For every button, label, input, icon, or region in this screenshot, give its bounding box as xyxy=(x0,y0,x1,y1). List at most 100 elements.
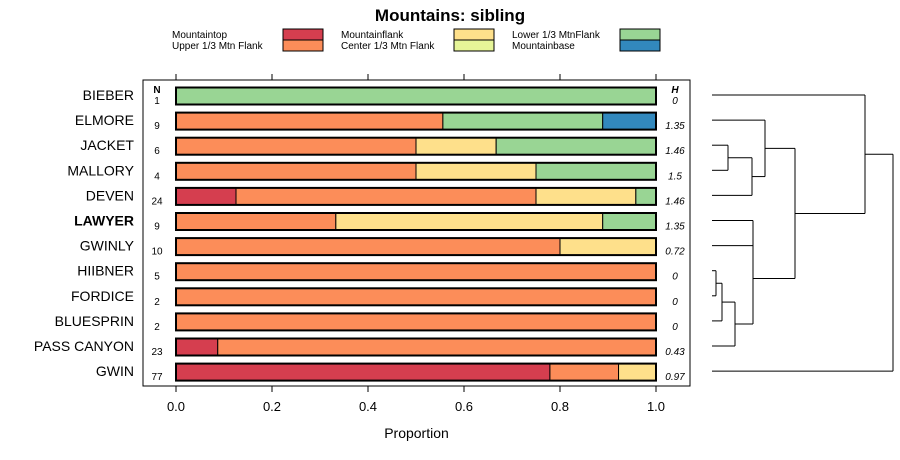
legend-swatch xyxy=(453,28,495,41)
h-labels: 0 1.35 1.46 1.5 1.46 1.35 0.72 0 0 0 0.43 0.97 xyxy=(665,96,685,383)
row-label: LAWYER xyxy=(74,213,134,229)
h-value: 0.43 xyxy=(665,347,685,358)
bar-outline xyxy=(175,237,657,257)
h-value: 1.46 xyxy=(665,196,685,207)
bar-segment xyxy=(175,237,561,256)
bar-segment xyxy=(175,112,444,131)
n-value: 6 xyxy=(154,146,160,157)
bar-segment xyxy=(415,162,537,181)
x-tick-label: 0.8 xyxy=(551,399,569,414)
x-tick-label: 1.0 xyxy=(647,399,665,414)
n-value: 10 xyxy=(151,247,163,258)
bar-segment xyxy=(495,137,657,156)
bar-outline xyxy=(175,312,657,332)
bar-segment xyxy=(175,338,219,356)
row-label: ELMORE xyxy=(75,112,134,128)
x-axis: 0.0 0.2 0.4 0.6 0.8 1.0 xyxy=(167,74,665,414)
x-tick-label: 0.2 xyxy=(263,399,281,414)
n-value: 4 xyxy=(154,171,160,182)
row-label: HIIBNER xyxy=(77,263,134,279)
h-value: 0.72 xyxy=(665,247,685,258)
bar-segment xyxy=(415,137,497,156)
h-value: 1.35 xyxy=(665,222,685,233)
h-value: 0 xyxy=(672,272,678,283)
bar-segment xyxy=(635,187,657,206)
bar-segment xyxy=(535,187,637,206)
bar-segment xyxy=(549,363,620,382)
h-value: 1.5 xyxy=(668,171,682,182)
bar-outline xyxy=(175,287,657,307)
bar-segment xyxy=(175,137,417,156)
h-value: 1.46 xyxy=(665,146,685,157)
h-value: 1.35 xyxy=(665,121,685,132)
h-column-header: H xyxy=(671,85,679,96)
n-value: 9 xyxy=(154,222,160,233)
legend-label: Mountainflank xyxy=(341,30,404,41)
bar-outline xyxy=(175,111,657,131)
legend-label: Lower 1/3 MtnFlank xyxy=(512,30,601,41)
bar-segment xyxy=(175,363,551,382)
n-labels: 1 9 6 4 24 9 10 5 2 2 23 77 xyxy=(151,96,163,383)
bar-outline xyxy=(175,161,657,181)
h-value: 0.97 xyxy=(665,372,685,383)
bar-segment xyxy=(175,187,237,206)
h-value: 0 xyxy=(672,322,678,333)
bar-outline xyxy=(175,186,657,206)
n-value: 9 xyxy=(154,121,160,132)
chart-title: Mountains: sibling xyxy=(375,6,525,25)
legend-swatch xyxy=(282,28,324,41)
legend-label: Mountainbase xyxy=(512,41,575,52)
n-value: 1 xyxy=(154,96,160,107)
bar-segment xyxy=(217,338,657,356)
bar-outline xyxy=(175,86,657,106)
bar-segment xyxy=(602,112,657,131)
row-label: PASS CANYON xyxy=(34,338,134,354)
row-labels: BIEBER ELMORE JACKET MALLORY DEVEN LAWYER GWIN… xyxy=(34,87,135,379)
bar-segment xyxy=(442,112,604,131)
row-label: BIEBER xyxy=(83,87,134,103)
legend-swatch xyxy=(619,28,661,41)
bar-segment xyxy=(175,262,657,281)
x-tick-label: 0.0 xyxy=(167,399,185,414)
row-label: GWINLY xyxy=(80,238,135,254)
n-column-header: N xyxy=(153,85,160,96)
n-value: 24 xyxy=(151,196,163,207)
bar-outline xyxy=(175,262,657,282)
bar-segment xyxy=(618,363,657,382)
h-value: 0 xyxy=(672,297,678,308)
row-label: GWIN xyxy=(96,363,134,379)
bar-segment xyxy=(235,187,537,206)
n-value: 77 xyxy=(151,372,163,383)
row-label: DEVEN xyxy=(86,187,134,203)
legend-swatch xyxy=(619,39,661,52)
bar-segment xyxy=(175,312,657,331)
bar-segment xyxy=(335,212,604,231)
legend-label: Center 1/3 Mtn Flank xyxy=(341,41,435,52)
row-label: JACKET xyxy=(80,137,134,153)
plot-frame xyxy=(142,79,691,387)
bar-segment xyxy=(602,212,657,231)
bar-segment xyxy=(175,212,337,231)
bars-group xyxy=(175,86,657,382)
row-label: MALLORY xyxy=(67,162,134,178)
n-value: 2 xyxy=(154,297,160,308)
row-label: BLUESPRIN xyxy=(55,313,134,329)
legend-swatch xyxy=(453,39,495,52)
x-axis-title: Proportion xyxy=(384,425,449,441)
legend-label: Mountaintop xyxy=(172,30,227,41)
bar-segment xyxy=(175,162,417,181)
n-value: 5 xyxy=(154,272,160,283)
legend-swatch xyxy=(282,39,324,52)
bar-outline xyxy=(175,212,657,231)
bar-segment xyxy=(175,287,657,306)
bar-segment xyxy=(559,237,657,256)
bar-outline xyxy=(175,136,657,156)
row-label: FORDICE xyxy=(71,288,134,304)
bar-outline xyxy=(175,362,657,382)
x-tick-label: 0.4 xyxy=(359,399,377,414)
x-tick-label: 0.6 xyxy=(455,399,473,414)
n-value: 2 xyxy=(154,322,160,333)
dendrogram xyxy=(712,94,894,372)
